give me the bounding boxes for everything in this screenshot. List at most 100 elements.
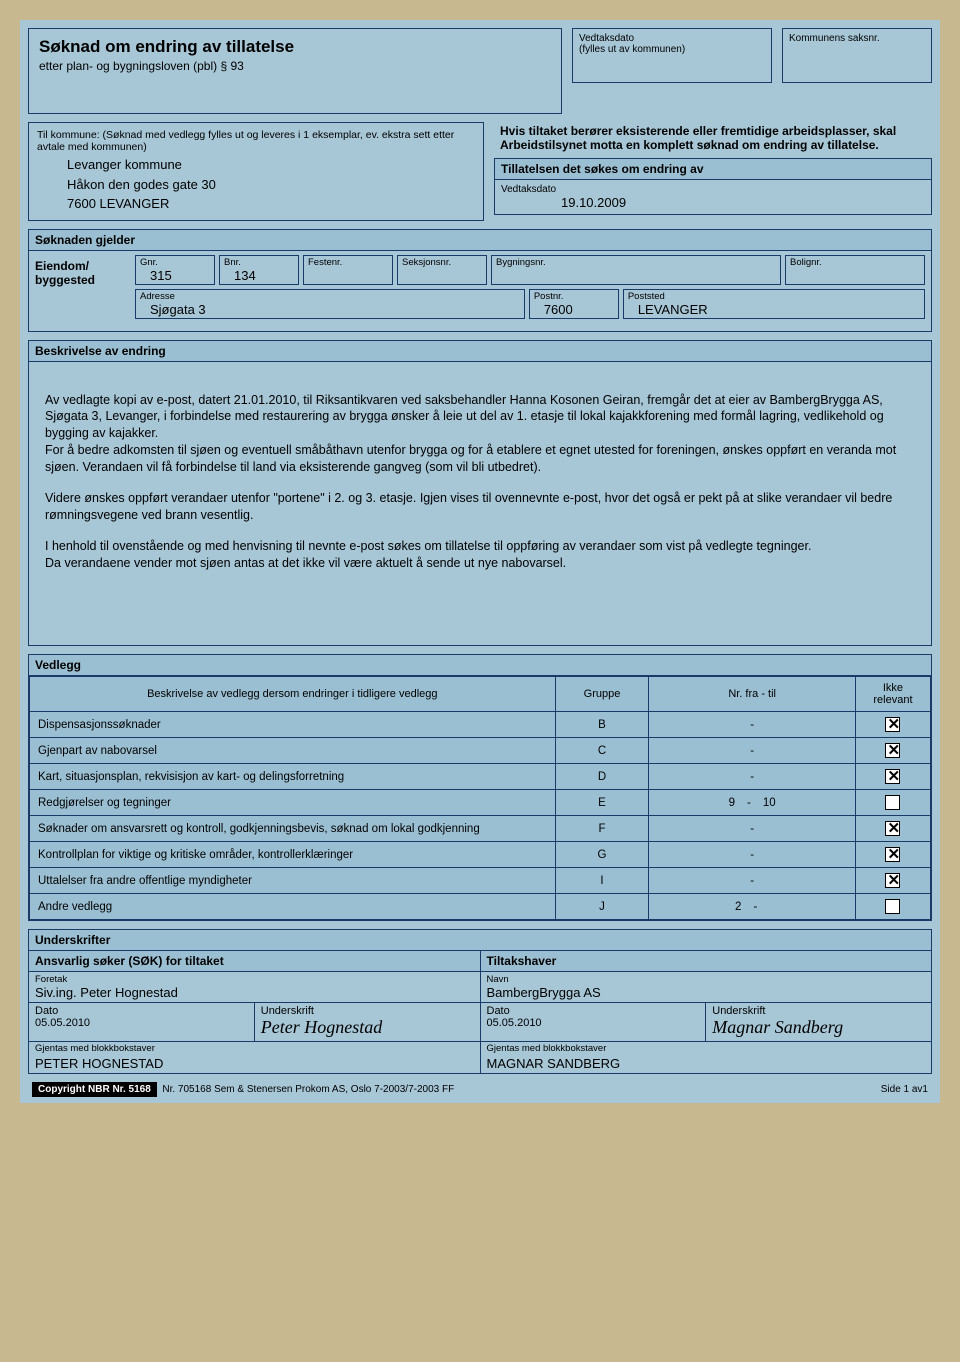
vedlegg-desc: Uttalelser fra andre offentlige myndighe… (30, 868, 556, 894)
tiltakshaver-signature: Underskrift Magnar Sandberg (706, 1003, 931, 1041)
vedlegg-gruppe: D (555, 764, 649, 790)
vedlegg-nr: - (649, 712, 855, 738)
checkbox-icon[interactable] (885, 847, 900, 862)
checkbox-icon[interactable] (885, 743, 900, 758)
vedlegg-nr: - (649, 868, 855, 894)
bolignr-field: Bolignr. (785, 255, 925, 285)
checkbox-icon[interactable] (885, 717, 900, 732)
vedlegg-nr: - (649, 738, 855, 764)
form-title: Søknad om endring av tillatelse (39, 37, 551, 57)
vedlegg-box: Vedlegg Beskrivelse av vedlegg dersom en… (28, 654, 932, 921)
form-page: Søknad om endring av tillatelse etter pl… (20, 20, 940, 1103)
vedlegg-ikke (855, 764, 930, 790)
bnr-field: Bnr.134 (219, 255, 299, 285)
vedtaksdato-label: Vedtaksdato (579, 33, 765, 44)
checkbox-icon[interactable] (885, 795, 900, 810)
vedlegg-row: Kontrollplan for viktige og kritiske omr… (30, 842, 931, 868)
tiltakshaver-header: Tiltakshaver (481, 951, 932, 972)
soker-header: Ansvarlig søker (SØK) for tiltaket (29, 951, 480, 972)
bygningsnr-field: Bygningsnr. (491, 255, 781, 285)
col-gruppe: Gruppe (555, 677, 649, 712)
tillatelsen-date: 19.10.2009 (561, 195, 925, 210)
beskrivelse-paragraph: Videre ønskes oppført verandaer utenfor … (45, 490, 915, 524)
vedlegg-desc: Kontrollplan for viktige og kritiske omr… (30, 842, 556, 868)
kommune-address: Levanger kommune Håkon den godes gate 30… (67, 155, 475, 214)
checkbox-icon[interactable] (885, 821, 900, 836)
vedlegg-ikke (855, 738, 930, 764)
vedtaksdato-box: Vedtaksdato (fylles ut av kommunen) (572, 28, 772, 83)
tillatelsen-label: Vedtaksdato (501, 184, 925, 195)
vedlegg-table: Beskrivelse av vedlegg dersom endringer … (29, 676, 931, 920)
navn-field: Navn BambergBrygga AS (481, 972, 932, 1003)
adresse-field: AdresseSjøgata 3 (135, 289, 525, 319)
vedlegg-ikke (855, 790, 930, 816)
saksnr-box: Kommunens saksnr. (782, 28, 932, 83)
gjelder-left-label: Eiendom/ byggested (35, 255, 125, 323)
festenr-field: Festenr. (303, 255, 393, 285)
soker-block-name: PETER HOGNESTAD (29, 1054, 480, 1073)
beskrivelse-body: Av vedlagte kopi av e-post, datert 21.01… (29, 362, 931, 646)
title-box: Søknad om endring av tillatelse etter pl… (28, 28, 562, 114)
vedlegg-ikke (855, 712, 930, 738)
soknad-gjelder-box: Søknaden gjelder Eiendom/ byggested Gnr.… (28, 229, 932, 332)
poststed-field: PoststedLEVANGER (623, 289, 925, 319)
vedlegg-nr: - (649, 764, 855, 790)
checkbox-icon[interactable] (885, 769, 900, 784)
col-desc: Beskrivelse av vedlegg dersom endringer … (30, 677, 556, 712)
underskrifter-box: Underskrifter Ansvarlig søker (SØK) for … (28, 929, 932, 1074)
vedlegg-desc: Gjenpart av nabovarsel (30, 738, 556, 764)
vedlegg-gruppe: I (555, 868, 649, 894)
vedlegg-gruppe: F (555, 816, 649, 842)
vedlegg-desc: Dispensasjonssøknader (30, 712, 556, 738)
vedlegg-header: Vedlegg (29, 655, 931, 676)
vedlegg-desc: Kart, situasjonsplan, rekvisisjon av kar… (30, 764, 556, 790)
notice-text: Hvis tiltaket berører eksisterende eller… (494, 122, 932, 158)
vedlegg-nr: 2- (649, 894, 855, 920)
vedlegg-row: Andre vedlegg J 2- (30, 894, 931, 920)
vedlegg-desc: Søknader om ansvarsrett og kontroll, god… (30, 816, 556, 842)
footer: Copyright NBR Nr. 5168 Nr. 705168 Sem & … (28, 1080, 932, 1095)
underskrifter-header: Underskrifter (29, 930, 931, 951)
vedlegg-row: Søknader om ansvarsrett og kontroll, god… (30, 816, 931, 842)
vedlegg-desc: Redgjørelser og tegninger (30, 790, 556, 816)
vedlegg-nr: 9-10 (649, 790, 855, 816)
seksjonsnr-field: Seksjonsnr. (397, 255, 487, 285)
checkbox-icon[interactable] (885, 873, 900, 888)
beskrivelse-box: Beskrivelse av endring Av vedlagte kopi … (28, 340, 932, 647)
vedlegg-nr: - (649, 816, 855, 842)
form-subtitle: etter plan- og bygningsloven (pbl) § 93 (39, 59, 551, 73)
tillatelsen-header: Tillatelsen det søkes om endring av (495, 159, 931, 180)
vedlegg-ikke (855, 816, 930, 842)
gjelder-header: Søknaden gjelder (29, 230, 931, 251)
vedlegg-ikke (855, 842, 930, 868)
tiltakshaver-block-name: MAGNAR SANDBERG (481, 1054, 932, 1073)
col-nr: Nr. fra - til (649, 677, 855, 712)
vedlegg-nr: - (649, 842, 855, 868)
tiltakshaver-dato: Dato 05.05.2010 (481, 1003, 707, 1041)
tiltakshaver-column: Tiltakshaver Navn BambergBrygga AS Dato … (481, 951, 932, 1073)
vedlegg-desc: Andre vedlegg (30, 894, 556, 920)
postnr-field: Postnr.7600 (529, 289, 619, 319)
vedlegg-ikke (855, 894, 930, 920)
vedlegg-ikke (855, 868, 930, 894)
gnr-field: Gnr.315 (135, 255, 215, 285)
beskrivelse-paragraph: Av vedlagte kopi av e-post, datert 21.01… (45, 392, 915, 476)
footer-mid: Nr. 705168 Sem & Stenersen Prokom AS, Os… (162, 1084, 454, 1095)
checkbox-icon[interactable] (885, 899, 900, 914)
soker-signature: Underskrift Peter Hognestad (255, 1003, 480, 1041)
vedlegg-row: Uttalelser fra andre offentlige myndighe… (30, 868, 931, 894)
soker-column: Ansvarlig søker (SØK) for tiltaket Foret… (29, 951, 481, 1073)
beskrivelse-header: Beskrivelse av endring (29, 341, 931, 362)
vedlegg-gruppe: B (555, 712, 649, 738)
foretak-field: Foretak Siv.ing. Peter Hognestad (29, 972, 480, 1003)
notice-box: Hvis tiltaket berører eksisterende eller… (494, 122, 932, 221)
vedlegg-gruppe: C (555, 738, 649, 764)
vedlegg-gruppe: G (555, 842, 649, 868)
vedlegg-gruppe: E (555, 790, 649, 816)
kommune-line: Håkon den godes gate 30 (67, 175, 475, 195)
soker-dato: Dato 05.05.2010 (29, 1003, 255, 1041)
kommune-line: Levanger kommune (67, 155, 475, 175)
vedlegg-row: Gjenpart av nabovarsel C - (30, 738, 931, 764)
footer-page: Side 1 av1 (881, 1084, 928, 1095)
col-ikke: Ikke relevant (855, 677, 930, 712)
